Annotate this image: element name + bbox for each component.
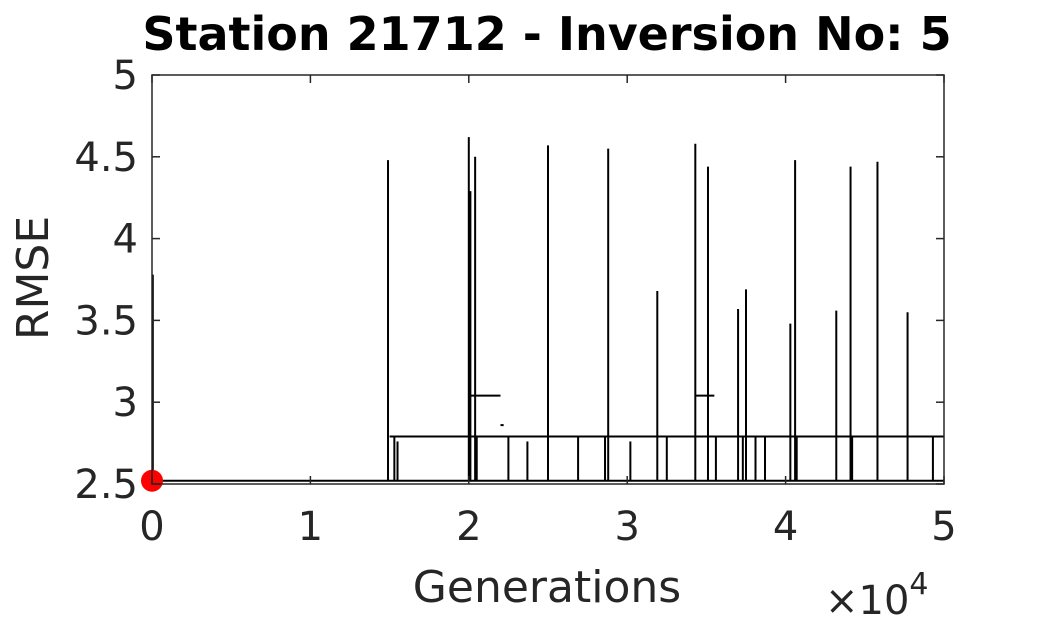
x-tick-label: 5	[931, 504, 956, 550]
plot-area	[141, 137, 944, 492]
x-tick-label: 1	[298, 504, 323, 550]
y-tick-label: 3.5	[74, 298, 138, 344]
multiplier-exponent: 4	[909, 567, 928, 602]
multiplier-base: ×10	[825, 578, 909, 624]
x-axis-label: Generations	[413, 562, 681, 613]
y-tick-label: 4.5	[74, 135, 138, 181]
x-tick-label: 0	[139, 504, 164, 550]
y-axis-ticks: 2.5 3 3.5 4 4.5 5	[74, 53, 944, 508]
y-tick-label: 4	[113, 217, 138, 263]
y-tick-label: 5	[113, 53, 138, 99]
svg-text:×104: ×104	[825, 567, 929, 624]
x-axis-ticks: 0 1 2 3 4 5	[139, 75, 957, 550]
x-axis-multiplier: ×104	[825, 567, 929, 624]
plot-frame	[151, 74, 945, 485]
y-tick-label: 3	[113, 380, 138, 426]
y-axis-label: RMSE	[8, 216, 59, 340]
x-tick-label: 2	[456, 504, 481, 550]
x-tick-label: 3	[614, 504, 639, 550]
y-tick-label: 2.5	[74, 462, 138, 508]
x-tick-label: 4	[773, 504, 798, 550]
chart-title: Station 21712 - Inversion No: 5	[142, 7, 951, 61]
